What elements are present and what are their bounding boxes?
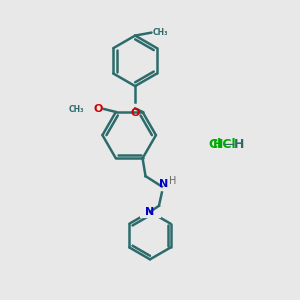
Text: H: H xyxy=(234,138,244,151)
Text: O: O xyxy=(130,108,140,118)
Text: CH₃: CH₃ xyxy=(69,104,85,113)
Text: CH₃: CH₃ xyxy=(152,28,168,37)
Text: N: N xyxy=(159,178,168,189)
Text: −: − xyxy=(222,136,235,152)
Text: O: O xyxy=(93,104,103,114)
Text: H: H xyxy=(169,176,176,186)
Text: Cl: Cl xyxy=(209,138,222,151)
Text: HCl: HCl xyxy=(212,138,236,151)
Text: N: N xyxy=(146,207,154,217)
